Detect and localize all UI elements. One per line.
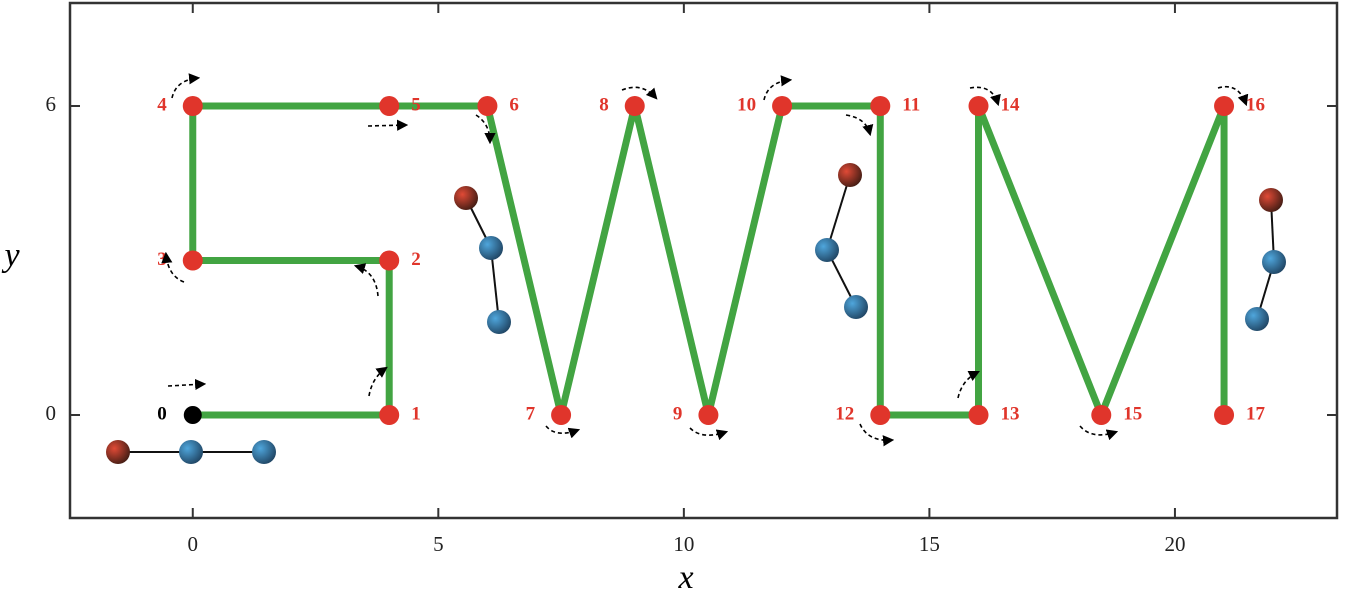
y-axis-label: y xyxy=(1,237,20,274)
trajectory xyxy=(189,102,1228,419)
waypoint xyxy=(1091,405,1112,425)
waypoint xyxy=(624,96,645,116)
x-tick-label: 20 xyxy=(1164,532,1185,556)
x-tick-label: 0 xyxy=(188,532,199,556)
waypoint-label: 6 xyxy=(509,94,519,115)
y-tick-label: 0 xyxy=(46,401,57,425)
waypoint-label: 0 xyxy=(157,403,167,424)
waypoint-label: 9 xyxy=(673,403,683,424)
waypoint-label: 1 xyxy=(411,403,421,424)
waypoint-label: 13 xyxy=(1001,403,1020,424)
y-tick-label: 6 xyxy=(46,92,57,116)
waypoint xyxy=(1214,96,1235,116)
waypoint-label: 10 xyxy=(737,94,756,115)
waypoint xyxy=(698,405,719,425)
waypoint-label: 12 xyxy=(835,403,854,424)
waypoint-label: 3 xyxy=(157,249,167,270)
direction-arrows xyxy=(161,73,1249,447)
x-tick-label: 10 xyxy=(673,532,694,556)
x-axis-label: x xyxy=(677,559,693,594)
waypoint-label: 15 xyxy=(1123,403,1142,424)
x-tick-label: 5 xyxy=(433,532,444,556)
waypoint xyxy=(379,96,400,116)
waypoint xyxy=(870,96,891,116)
waypoint xyxy=(477,96,498,116)
waypoint-label: 14 xyxy=(1001,94,1021,115)
swimmers xyxy=(106,163,1286,464)
waypoint xyxy=(551,405,572,425)
waypoint xyxy=(1214,405,1235,425)
waypoint-label: 5 xyxy=(411,94,421,115)
waypoint-label: 4 xyxy=(157,94,167,115)
x-tick-label: 15 xyxy=(919,532,940,556)
waypoint-label: 7 xyxy=(526,403,536,424)
waypoint-label: 2 xyxy=(411,249,421,270)
waypoint-label: 11 xyxy=(902,94,920,115)
waypoint-label: 17 xyxy=(1246,403,1266,424)
waypoint xyxy=(182,96,203,116)
waypoint xyxy=(870,405,891,425)
waypoint xyxy=(968,96,989,116)
waypoint xyxy=(379,405,400,425)
waypoint xyxy=(183,406,202,424)
waypoint xyxy=(182,250,203,271)
waypoint xyxy=(968,405,989,425)
waypoint xyxy=(772,96,793,116)
waypoint xyxy=(379,250,400,271)
waypoint-label: 16 xyxy=(1246,94,1265,115)
waypoint-label: 8 xyxy=(599,94,609,115)
